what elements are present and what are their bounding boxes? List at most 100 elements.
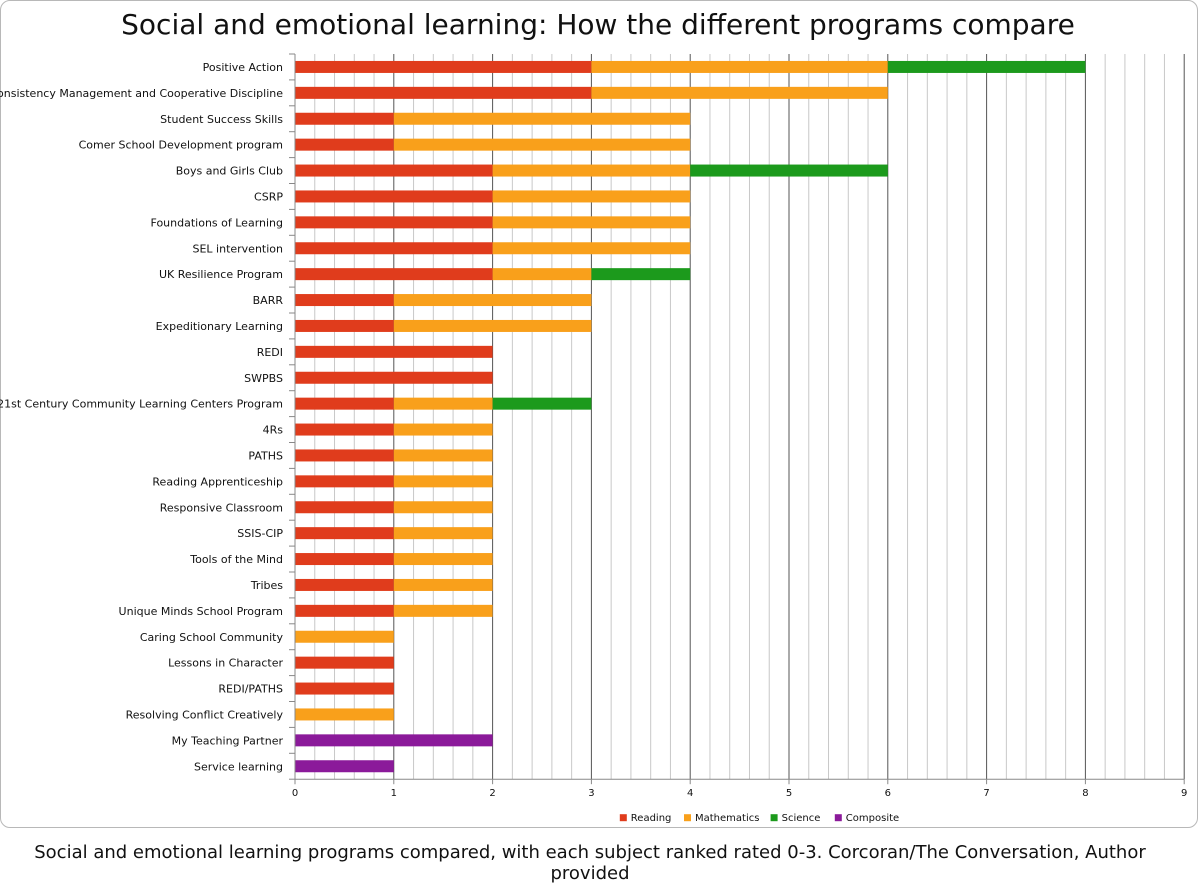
bar-mathematics bbox=[492, 164, 691, 177]
bar-reading bbox=[295, 604, 394, 617]
legend: Reading Mathematics Science Composite bbox=[619, 813, 899, 824]
bar-reading bbox=[295, 423, 394, 436]
bar-mathematics bbox=[393, 475, 493, 488]
category-label: Tribes bbox=[250, 579, 283, 592]
category-label: 21st Century Community Learning Centers … bbox=[0, 398, 283, 411]
bar-reading bbox=[295, 371, 493, 384]
bar-reading bbox=[295, 138, 394, 151]
legend-label: Composite bbox=[846, 813, 899, 824]
bar-reading bbox=[295, 553, 394, 566]
bar-mathematics bbox=[393, 501, 493, 514]
chart-frame bbox=[0, 0, 1198, 828]
category-label: Positive Action bbox=[203, 61, 283, 74]
bar-reading bbox=[295, 190, 493, 203]
category-label: UK Resilience Program bbox=[159, 268, 283, 281]
x-tick-label: 5 bbox=[786, 788, 792, 799]
bar-mathematics bbox=[591, 60, 888, 73]
bar-mathematics bbox=[393, 578, 493, 591]
x-tick-label: 0 bbox=[292, 788, 298, 799]
bar-mathematics bbox=[393, 319, 592, 332]
category-label: Expeditionary Learning bbox=[156, 320, 283, 333]
bar-reading bbox=[295, 501, 394, 514]
bar-science bbox=[492, 397, 592, 410]
legend-label: Reading bbox=[631, 813, 672, 824]
bar-mathematics bbox=[393, 604, 493, 617]
category-label: PATHS bbox=[248, 449, 283, 462]
category-label: 4Rs bbox=[263, 424, 284, 437]
bar-reading bbox=[295, 682, 394, 695]
bar-science bbox=[591, 268, 691, 281]
category-label: BARR bbox=[253, 294, 284, 307]
bar-mathematics bbox=[492, 190, 691, 203]
chart-title: Social and emotional learning: How the d… bbox=[121, 8, 1075, 41]
legend-label: Science bbox=[782, 813, 821, 824]
bar-reading bbox=[295, 475, 394, 488]
bar-reading bbox=[295, 449, 394, 462]
x-tick-label: 9 bbox=[1181, 788, 1187, 799]
bars-layer bbox=[295, 60, 1086, 773]
bar-mathematics bbox=[393, 294, 592, 307]
category-label: Foundations of Learning bbox=[151, 216, 283, 229]
figure-caption: Social and emotional learning programs c… bbox=[34, 842, 1146, 884]
bar-reading bbox=[295, 345, 493, 358]
legend-swatch bbox=[834, 814, 842, 822]
bar-reading bbox=[295, 242, 493, 255]
bar-science bbox=[690, 164, 888, 177]
x-tick-label: 4 bbox=[687, 788, 693, 799]
bar-reading bbox=[295, 164, 493, 177]
bar-reading bbox=[295, 319, 394, 332]
bar-mathematics bbox=[492, 216, 691, 229]
bar-mathematics bbox=[393, 527, 493, 540]
bar-reading bbox=[295, 112, 394, 125]
bar-reading bbox=[295, 578, 394, 591]
x-tick-label: 6 bbox=[885, 788, 891, 799]
bar-mathematics bbox=[393, 112, 691, 125]
bar-reading bbox=[295, 527, 394, 540]
category-label: Caring School Community bbox=[140, 631, 284, 644]
category-label: REDI bbox=[257, 346, 283, 359]
category-label: Service learning bbox=[194, 760, 283, 773]
category-label: Resolving Conflict Creatively bbox=[126, 708, 284, 721]
legend-label: Mathematics bbox=[695, 813, 759, 824]
x-tick-label: 8 bbox=[1082, 788, 1088, 799]
bar-mathematics bbox=[492, 268, 592, 281]
axis-layer: Positive Action Consistency Management an… bbox=[0, 53, 1187, 799]
bar-composite bbox=[295, 734, 493, 747]
category-label: Student Success Skills bbox=[160, 113, 283, 126]
bar-reading bbox=[295, 216, 493, 229]
chart: Social and emotional learning: How the d… bbox=[0, 8, 1187, 824]
bar-reading bbox=[295, 60, 592, 73]
category-label: Lessons in Character bbox=[168, 657, 283, 670]
bar-science bbox=[887, 60, 1086, 73]
bar-reading bbox=[295, 397, 394, 410]
bar-mathematics bbox=[393, 553, 493, 566]
x-tick-label: 2 bbox=[489, 788, 495, 799]
grid-layer bbox=[314, 54, 1185, 780]
bar-mathematics bbox=[393, 449, 493, 462]
bar-reading bbox=[295, 268, 493, 281]
category-label: Consistency Management and Cooperative D… bbox=[0, 87, 283, 100]
category-label: SWPBS bbox=[244, 372, 283, 385]
legend-swatch bbox=[619, 814, 627, 822]
category-label: CSRP bbox=[254, 190, 283, 203]
category-label: Responsive Classroom bbox=[160, 501, 283, 514]
legend-swatch bbox=[770, 814, 778, 822]
x-tick-label: 1 bbox=[391, 788, 397, 799]
legend-swatch bbox=[684, 814, 691, 822]
category-label: Comer School Development program bbox=[79, 139, 283, 152]
bar-reading bbox=[295, 294, 394, 307]
category-label: Tools of the Mind bbox=[189, 553, 283, 566]
category-label: Boys and Girls Club bbox=[176, 165, 283, 178]
bar-mathematics bbox=[393, 397, 493, 410]
category-label: SSIS-CIP bbox=[237, 527, 283, 540]
category-label: Unique Minds School Program bbox=[119, 605, 283, 618]
category-label: SEL intervention bbox=[192, 242, 283, 255]
category-label: REDI/PATHS bbox=[218, 683, 283, 696]
x-tick-label: 7 bbox=[983, 788, 989, 799]
bar-mathematics bbox=[393, 423, 493, 436]
bar-mathematics bbox=[295, 708, 394, 721]
category-label: Reading Apprenticeship bbox=[152, 475, 283, 488]
bar-reading bbox=[295, 656, 394, 669]
bar-composite bbox=[295, 760, 394, 773]
bar-mathematics bbox=[295, 630, 394, 643]
